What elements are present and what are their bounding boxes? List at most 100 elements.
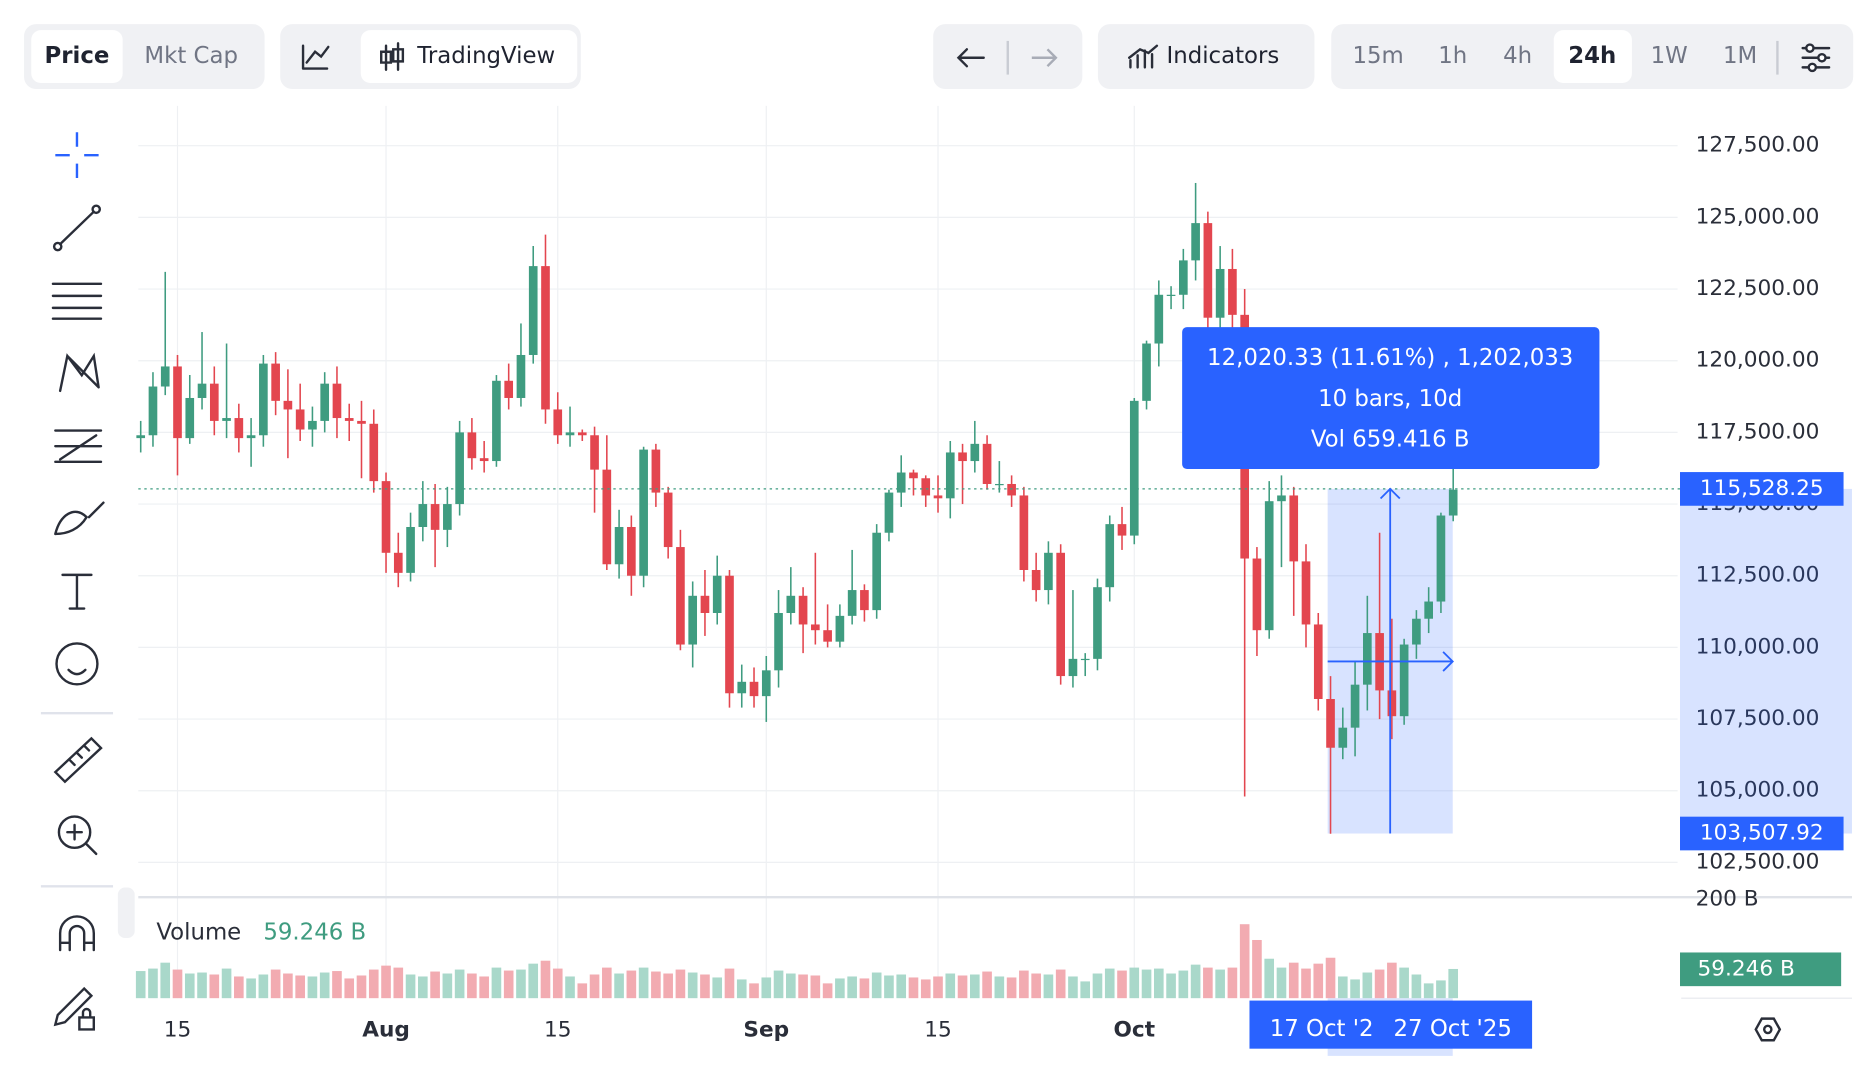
- collapse-handle[interactable]: [117, 887, 135, 939]
- volume-bar: [1006, 977, 1017, 999]
- x-tick-label: 15: [164, 1018, 192, 1043]
- candle-body: [1031, 569, 1041, 591]
- projection-tool[interactable]: [54, 429, 103, 464]
- volume-bar: [1288, 962, 1299, 999]
- interval[interactable]: 4h: [1503, 43, 1532, 69]
- y-tick-label: 122,500.00: [1696, 276, 1820, 301]
- volume-bar: [1117, 970, 1127, 999]
- emoji-tool[interactable]: [55, 642, 99, 686]
- y-tick-label: 102,500.00: [1696, 849, 1820, 874]
- volume-bar: [945, 973, 956, 999]
- interval[interactable]: 15m: [1353, 43, 1404, 69]
- volume-bar: [749, 983, 759, 999]
- candle-body: [1338, 727, 1348, 748]
- text-tool[interactable]: [61, 573, 93, 610]
- candle-body: [1387, 690, 1397, 717]
- volume-bar: [197, 972, 207, 999]
- brush-tool[interactable]: [54, 501, 105, 536]
- volume-bar: [675, 969, 686, 999]
- back[interactable]: [956, 48, 985, 68]
- line-icon[interactable]: [301, 44, 330, 70]
- volume-bar: [1141, 969, 1152, 999]
- volume-bar: [1166, 973, 1176, 999]
- candle-body: [761, 670, 771, 697]
- candle-body: [406, 526, 415, 573]
- interval[interactable]: 24h: [1568, 43, 1616, 69]
- candle-body: [1056, 552, 1066, 677]
- volume-bar: [1350, 979, 1360, 999]
- candle-body: [798, 595, 808, 625]
- volume-bar: [577, 983, 588, 999]
- candle-body: [590, 435, 599, 470]
- tab-active[interactable]: [31, 30, 123, 84]
- volume-bar: [319, 972, 330, 999]
- indicators-label[interactable]: Indicators: [1167, 43, 1280, 69]
- candle-body: [847, 590, 857, 616]
- volume-bar: [908, 977, 919, 999]
- candle-body: [639, 449, 648, 576]
- settings-knob: [1807, 62, 1818, 73]
- zoom-tool[interactable]: [57, 815, 92, 850]
- candle-body: [209, 383, 219, 421]
- lock-tool[interactable]: [53, 986, 96, 1031]
- candle-body: [958, 452, 967, 462]
- style-active[interactable]: [360, 30, 578, 84]
- indicators-button[interactable]: [1097, 24, 1315, 90]
- candle-body: [823, 630, 832, 642]
- interval-active[interactable]: [1553, 30, 1632, 84]
- volume-bar: [1129, 967, 1140, 999]
- tab[interactable]: Mkt Cap: [144, 43, 238, 69]
- chart-style[interactable]: TradingView: [416, 43, 555, 69]
- volume-bar: [467, 973, 477, 999]
- candle-body: [1166, 294, 1176, 296]
- candle-body: [357, 420, 366, 424]
- volume-tick-label: 200 B: [1696, 887, 1759, 912]
- candle-body: [1191, 223, 1200, 261]
- ruler-tool[interactable]: [53, 736, 103, 784]
- fib-tool[interactable]: [51, 282, 103, 320]
- volume-bar: [234, 976, 244, 999]
- volume-bar: [736, 979, 747, 999]
- candle-body: [344, 418, 354, 421]
- y-tick-label: 105,000.00: [1696, 778, 1820, 803]
- volume-bar: [663, 973, 673, 999]
- candle-body: [197, 383, 207, 398]
- candle-body: [872, 532, 882, 611]
- candle-body: [1044, 552, 1053, 591]
- volume-bar: [1215, 969, 1225, 999]
- volume-bar: [1448, 968, 1459, 999]
- candle-body: [332, 383, 342, 419]
- pattern-tool[interactable]: [58, 352, 100, 393]
- last-price-label: 115,528.25: [1700, 476, 1824, 501]
- x-tick-label: Oct: [1114, 1018, 1156, 1043]
- candle-body: [492, 380, 501, 462]
- candle-body: [1068, 658, 1078, 677]
- candle-body: [1093, 587, 1102, 659]
- forward[interactable]: [1031, 48, 1058, 68]
- end-date: 27 Oct '25: [1394, 1016, 1512, 1042]
- tool-dot: [52, 241, 63, 252]
- volume-bar: [1080, 981, 1091, 999]
- candle-body: [982, 443, 992, 484]
- volume-bar: [430, 971, 440, 999]
- magnet-tool[interactable]: [58, 915, 96, 952]
- candle-body: [136, 435, 146, 439]
- tab[interactable]: Price: [45, 43, 110, 69]
- volume-bar: [871, 972, 882, 999]
- crosshair-tool[interactable]: [55, 132, 99, 179]
- volume-bar: [1190, 964, 1201, 999]
- interval[interactable]: 1M: [1723, 43, 1757, 69]
- x-tick-label: Aug: [362, 1018, 410, 1043]
- start-date: 17 Oct '2: [1270, 1016, 1374, 1042]
- axis-settings[interactable]: [1754, 1017, 1782, 1042]
- volume-bar: [786, 973, 796, 999]
- candle-body: [1436, 515, 1446, 602]
- candle-body: [995, 483, 1004, 486]
- line-tool[interactable]: [58, 210, 96, 246]
- x-tick-label: 15: [544, 1018, 572, 1043]
- volume-bar: [822, 983, 833, 999]
- volume-axis-label: 59.246 B: [1697, 956, 1794, 981]
- interval[interactable]: 1W: [1651, 43, 1688, 69]
- interval[interactable]: 1h: [1438, 43, 1467, 69]
